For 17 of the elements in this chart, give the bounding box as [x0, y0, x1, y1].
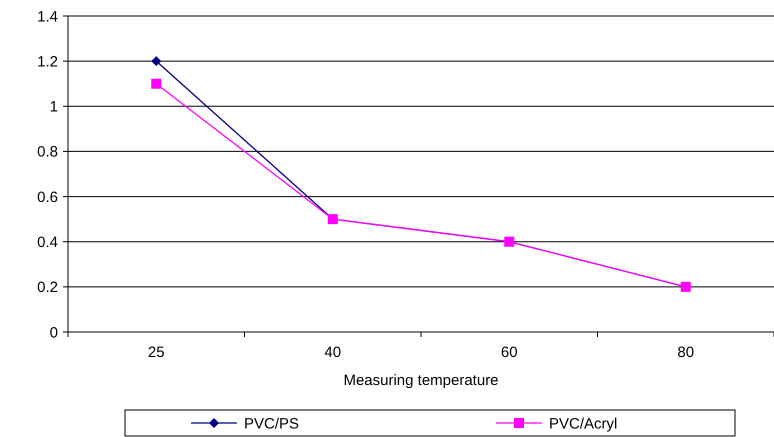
y-tick-label: 0 [50, 324, 58, 342]
x-tick-label: 80 [677, 344, 694, 361]
legend-label: PVC/PS [244, 415, 300, 432]
y-tick-label: 0.4 [37, 234, 58, 251]
legend-label: PVC/Acryl [549, 415, 618, 432]
point [151, 56, 162, 66]
x-axis-title: Measuring temperature [343, 372, 499, 389]
y-tick-label: 0.6 [37, 188, 58, 206]
y-tick-label: 0.8 [37, 144, 58, 161]
y-tick-label: 1.4 [37, 8, 58, 26]
x-tick-label: 60 [500, 344, 518, 361]
point [151, 78, 162, 89]
y-tick-label: 1 [50, 98, 58, 116]
x-tick-label: 25 [148, 344, 165, 361]
y-tick-label: 1.2 [37, 53, 58, 70]
y-tick-label: 0.2 [37, 279, 58, 296]
x-tick-label: 40 [324, 344, 342, 361]
